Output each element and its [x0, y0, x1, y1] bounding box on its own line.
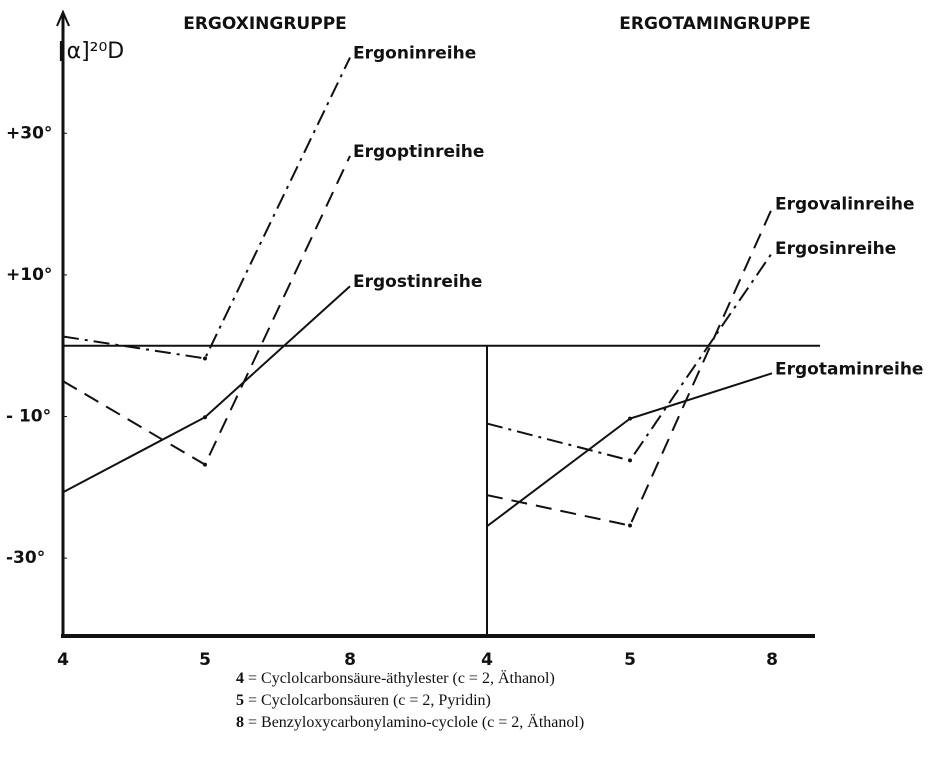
x-tick-label: 5: [199, 650, 211, 670]
point: [628, 458, 632, 463]
point: [628, 416, 632, 421]
series-line: [486, 252, 773, 462]
series-label: Ergovalinreihe: [775, 194, 915, 214]
note: 8 = Benzyloxycarbonylamino-cyclole (c = 2…: [236, 712, 584, 734]
note-text: = Cyclolcarbonsäuren (c = 2, Pyridin): [248, 692, 491, 709]
series-line: [62, 57, 351, 360]
x-tick-label: 4: [57, 650, 69, 670]
note: 5 = Cyclolcarbonsäuren (c = 2, Pyridin): [236, 690, 584, 712]
note: 4 = Cyclolcarbonsäure-äthylester (c = 2, …: [236, 668, 584, 690]
x-tick-label: 4: [481, 650, 493, 670]
point: [203, 415, 207, 420]
point: [203, 462, 207, 467]
series-line: [62, 285, 351, 494]
point: [628, 523, 632, 528]
x-tick-label: 8: [344, 650, 356, 670]
note-key: 5: [236, 692, 244, 709]
series-label: Ergosinreihe: [775, 239, 896, 259]
y-tick-label: -30°: [6, 548, 45, 568]
note-key: 8: [236, 714, 244, 731]
panel-title: ERGOTAMINGRUPPE: [619, 14, 810, 34]
series-label: Ergostinreihe: [353, 272, 482, 292]
x-tick-label: 5: [624, 650, 636, 670]
note-text: = Cyclolcarbonsäure-äthylester (c = 2, Ä…: [248, 670, 555, 687]
y-tick-label: - 10°: [6, 407, 51, 427]
series-label: Ergotaminreihe: [775, 359, 923, 379]
series-label: Ergoptinreihe: [353, 142, 484, 162]
notes: 4 = Cyclolcarbonsäure-äthylester (c = 2, …: [236, 668, 584, 734]
series-line: [486, 372, 773, 528]
y-tick-label: +10°: [6, 265, 52, 285]
point: [203, 356, 207, 361]
series-label: Ergoninreihe: [353, 44, 476, 64]
axis-arrow: [56, 9, 70, 27]
note-text: = Benzyloxycarbonylamino-cyclole (c = 2,…: [248, 714, 585, 731]
y-tick-label: +30°: [6, 123, 52, 143]
x-tick-label: 8: [766, 650, 778, 670]
series-line: [486, 207, 773, 527]
panel-title: ERGOXINGRUPPE: [183, 14, 347, 34]
y-axis-label: [α]²⁰D: [58, 39, 124, 64]
note-key: 4: [236, 670, 244, 687]
